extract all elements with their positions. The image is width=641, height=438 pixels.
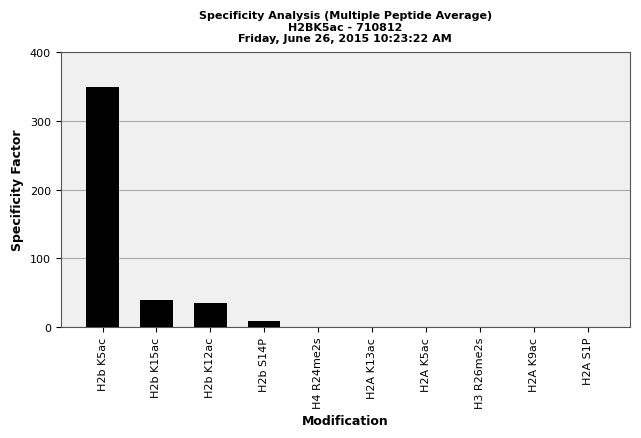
Bar [140, 300, 172, 327]
Title: Specificity Analysis (Multiple Peptide Average)
H2BK5ac - 710812
Friday, June 26: Specificity Analysis (Multiple Peptide A… [199, 11, 492, 44]
Y-axis label: Specificity Factor: Specificity Factor [11, 130, 24, 251]
Bar [87, 88, 119, 327]
Bar [248, 322, 281, 327]
Bar [194, 303, 226, 327]
X-axis label: Modification: Modification [302, 414, 388, 427]
